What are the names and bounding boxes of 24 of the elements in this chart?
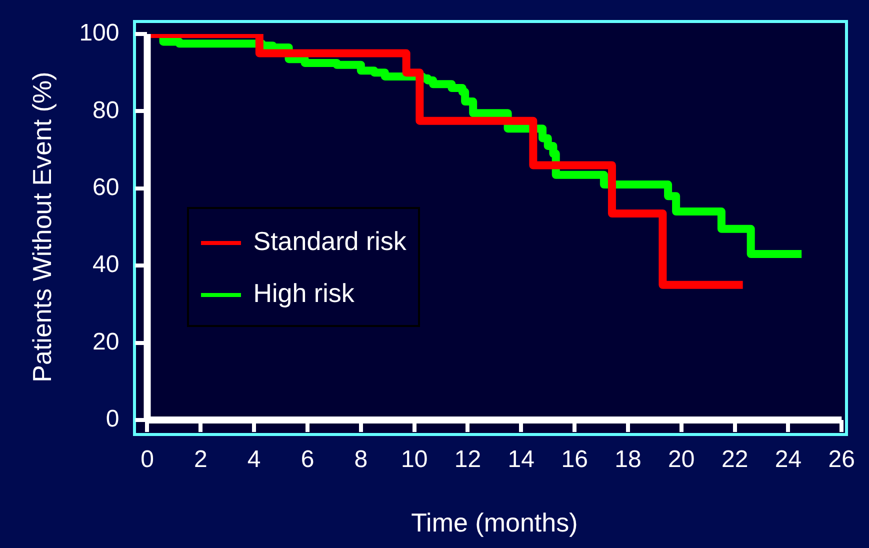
- x-tick-label: 6: [300, 446, 314, 474]
- y-axis-title: Patients Without Event (%): [26, 72, 57, 382]
- x-tick-label: 12: [454, 446, 482, 474]
- x-tick-label: 10: [400, 446, 428, 474]
- y-tick-label: 20: [92, 328, 120, 356]
- x-tick-label: 16: [561, 446, 588, 474]
- x-tick-label: 14: [508, 446, 535, 474]
- x-tick-label: 0: [140, 446, 154, 474]
- x-tick-label: 18: [614, 446, 642, 474]
- y-tick-label: 0: [106, 406, 120, 433]
- y-tick-label: 60: [92, 174, 120, 202]
- x-tick-label: 24: [774, 446, 802, 474]
- legend-label: High risk: [253, 278, 354, 308]
- x-tick-label: 8: [354, 446, 368, 474]
- x-tick-label: 2: [194, 446, 208, 474]
- x-axis-title: Time (months): [411, 508, 578, 538]
- x-tick-label: 4: [247, 446, 261, 474]
- y-tick-label: 100: [79, 20, 120, 47]
- legend-label: Standard risk: [253, 226, 406, 256]
- y-tick-label: 80: [92, 96, 120, 124]
- x-tick-label: 22: [721, 446, 748, 474]
- y-tick-label: 40: [92, 251, 120, 278]
- x-tick-label: 26: [828, 446, 856, 474]
- x-tick-label: 20: [668, 446, 695, 474]
